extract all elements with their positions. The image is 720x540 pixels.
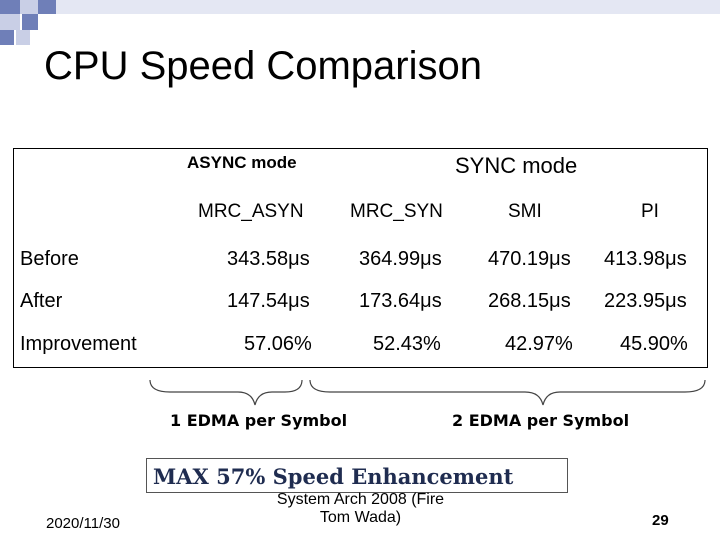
slide-title: CPU Speed Comparison bbox=[44, 44, 482, 88]
cell-improvement-mrc-asyn: 57.06% bbox=[244, 333, 312, 355]
comparison-table bbox=[13, 148, 708, 368]
cell-improvement-mrc-syn: 52.43% bbox=[373, 333, 441, 355]
left-brace bbox=[149, 379, 303, 406]
left-brace-label: 1 EDMA per Symbol bbox=[170, 411, 348, 430]
group-header-async: ASYNC mode bbox=[187, 153, 297, 172]
cell-before-smi: 470.19μs bbox=[488, 248, 571, 270]
column-header-mrc-syn: MRC_SYN bbox=[350, 201, 443, 222]
highlight-box: MAX 57% Speed Enhancement bbox=[146, 458, 568, 493]
right-brace-label: 2 EDMA per Symbol bbox=[452, 411, 630, 430]
page-number: 29 bbox=[652, 512, 669, 529]
right-brace bbox=[309, 379, 706, 406]
footer-title-line-1: System Arch 2008 (Fire bbox=[276, 491, 445, 508]
row-label-improvement: Improvement bbox=[20, 333, 137, 355]
column-header-smi: SMI bbox=[508, 201, 542, 222]
group-header-sync: SYNC mode bbox=[455, 153, 578, 178]
row-label-after: After bbox=[20, 290, 63, 312]
column-header-pi: PI bbox=[641, 201, 659, 222]
cell-improvement-pi: 45.90% bbox=[620, 333, 688, 355]
footer-title-line-2: Tom Wada) bbox=[319, 509, 402, 526]
footer-date: 2020/11/30 bbox=[46, 515, 120, 532]
cell-after-pi: 223.95μs bbox=[604, 290, 687, 312]
row-label-before: Before bbox=[20, 248, 79, 270]
cell-after-mrc-asyn: 147.54μs bbox=[227, 290, 310, 312]
cell-improvement-smi: 42.97% bbox=[505, 333, 573, 355]
cell-before-pi: 413.98μs bbox=[604, 248, 687, 270]
column-header-mrc-asyn: MRC_ASYN bbox=[198, 201, 304, 222]
cell-before-mrc-syn: 364.99μs bbox=[359, 248, 442, 270]
cell-after-smi: 268.15μs bbox=[488, 290, 571, 312]
footer-title: System Arch 2008 (Fire Tom Wada) bbox=[258, 491, 463, 527]
cell-after-mrc-syn: 173.64μs bbox=[359, 290, 442, 312]
decorative-squares bbox=[0, 0, 720, 45]
cell-before-mrc-asyn: 343.58μs bbox=[227, 248, 310, 270]
